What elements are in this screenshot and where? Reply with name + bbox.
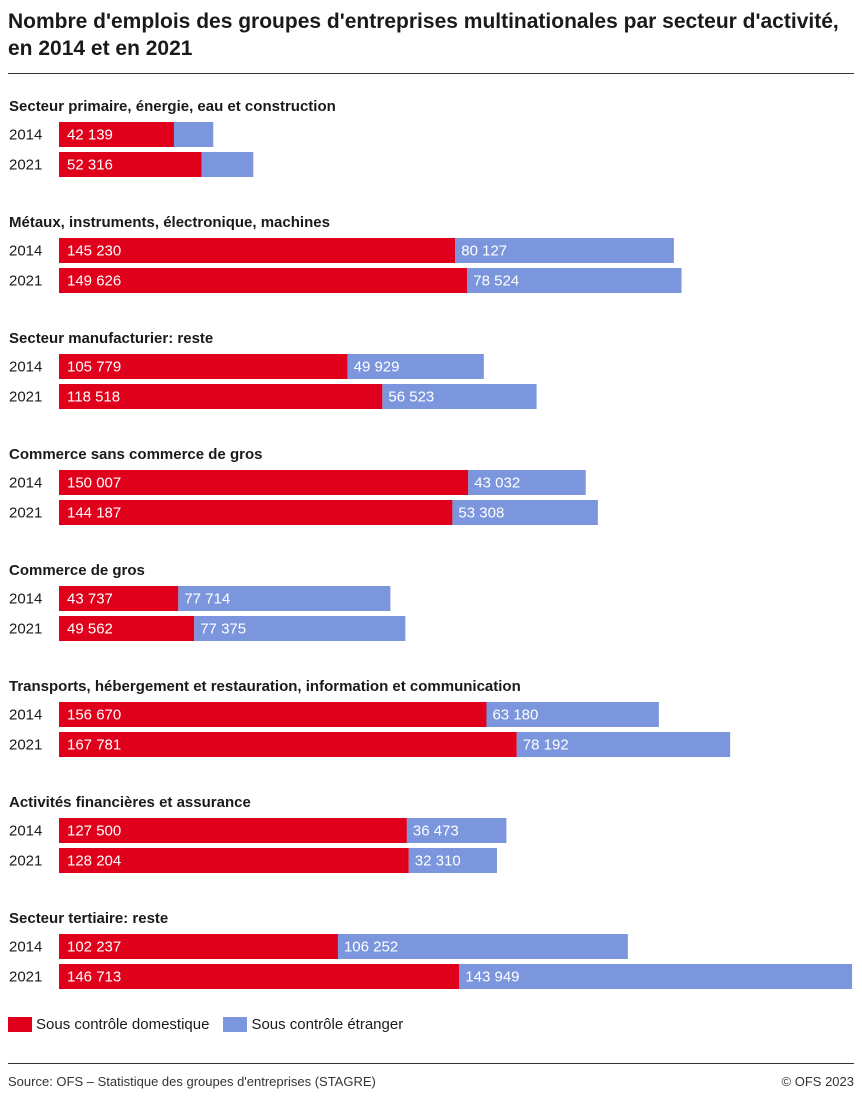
data-label-foreign: 78 524	[473, 273, 519, 290]
bar-domestic	[59, 934, 338, 959]
data-label-foreign: 43 032	[474, 475, 520, 492]
year-label: 2014	[9, 707, 42, 724]
bar-domestic	[59, 702, 487, 727]
data-label-domestic: 146 713	[67, 969, 121, 986]
bar-domestic	[59, 122, 174, 147]
year-label: 2014	[9, 591, 42, 608]
bar-foreign	[455, 238, 674, 263]
bar-foreign	[468, 470, 586, 495]
data-label-domestic: 150 007	[67, 475, 121, 492]
bar-foreign	[486, 702, 659, 727]
data-label-foreign: 80 127	[461, 243, 507, 260]
bar-domestic	[59, 470, 469, 495]
year-label: 2021	[9, 737, 42, 754]
bar-foreign	[459, 964, 853, 989]
data-label-domestic: 42 139	[67, 127, 113, 144]
data-label-domestic: 167 781	[67, 737, 121, 754]
bar-foreign	[201, 152, 254, 177]
category-label: Métaux, instruments, électronique, machi…	[9, 214, 330, 231]
legend-swatch-domestic	[8, 1017, 32, 1032]
year-label: 2021	[9, 853, 42, 870]
data-label-foreign: 32 310	[415, 853, 461, 870]
data-label-foreign: 53 308	[458, 505, 504, 522]
data-label-domestic: 156 670	[67, 707, 121, 724]
legend-item-foreign: Sous contrôle étranger	[223, 1016, 403, 1033]
chart-title: Nombre d'emplois des groupes d'entrepris…	[8, 10, 839, 60]
year-label: 2014	[9, 243, 42, 260]
year-label: 2014	[9, 475, 42, 492]
data-label-domestic: 149 626	[67, 273, 121, 290]
bar-domestic	[59, 616, 195, 641]
bar-domestic	[59, 384, 383, 409]
bar-foreign	[408, 848, 497, 873]
bar-domestic	[59, 848, 409, 873]
data-label-foreign: 78 192	[523, 737, 569, 754]
data-label-domestic: 102 237	[67, 939, 121, 956]
bar-foreign	[452, 500, 598, 525]
bar-domestic	[59, 152, 202, 177]
data-label-foreign: 36 473	[413, 823, 459, 840]
footer-divider	[8, 1063, 854, 1064]
legend: Sous contrôle domestique Sous contrôle é…	[8, 1016, 417, 1033]
year-label: 2021	[9, 969, 42, 986]
year-label: 2021	[9, 157, 42, 174]
category-label: Transports, hébergement et restauration,…	[9, 678, 521, 695]
year-label: 2014	[9, 127, 42, 144]
year-label: 2014	[9, 939, 42, 956]
bar-domestic	[59, 354, 348, 379]
data-label-domestic: 43 737	[67, 591, 113, 608]
stacked-bar-chart: Secteur primaire, énergie, eau et constr…	[9, 98, 853, 989]
data-label-domestic: 145 230	[67, 243, 121, 260]
bar-foreign	[382, 384, 537, 409]
category-label: Secteur manufacturier: reste	[9, 330, 213, 347]
bar-foreign	[194, 616, 406, 641]
bar-domestic	[59, 586, 179, 611]
bar-foreign	[467, 268, 682, 293]
year-label: 2021	[9, 621, 42, 638]
legend-swatch-foreign	[223, 1017, 248, 1032]
category-label: Activités financières et assurance	[9, 794, 251, 811]
year-label: 2021	[9, 505, 42, 522]
bar-domestic	[59, 732, 517, 757]
title-divider	[8, 73, 854, 74]
data-label-domestic: 144 187	[67, 505, 121, 522]
data-label-domestic: 128 204	[67, 853, 121, 870]
data-label-domestic: 49 562	[67, 621, 113, 638]
data-label-foreign: 63 180	[492, 707, 538, 724]
data-label-foreign: 106 252	[344, 939, 398, 956]
bar-domestic	[59, 818, 407, 843]
category-label: Commerce sans commerce de gros	[9, 446, 262, 463]
legend-label-foreign: Sous contrôle étranger	[251, 1016, 404, 1033]
category-label: Secteur primaire, énergie, eau et constr…	[9, 98, 336, 115]
data-label-domestic: 127 500	[67, 823, 121, 840]
category-label: Secteur tertiaire: reste	[9, 910, 168, 927]
bar-foreign	[516, 732, 731, 757]
bar-foreign	[173, 122, 214, 147]
bar-domestic	[59, 268, 468, 293]
data-label-foreign: 77 714	[184, 591, 230, 608]
data-label-foreign: 56 523	[388, 389, 434, 406]
bar-foreign	[347, 354, 484, 379]
bar-domestic	[59, 500, 453, 525]
data-label-domestic: 118 518	[67, 389, 120, 406]
year-label: 2021	[9, 273, 42, 290]
bar-foreign	[337, 934, 628, 959]
bar-foreign	[178, 586, 391, 611]
bar-foreign	[406, 818, 507, 843]
bar-domestic	[59, 964, 460, 989]
legend-item-domestic: Sous contrôle domestique	[8, 1016, 209, 1033]
data-label-foreign: 49 929	[354, 359, 400, 376]
data-label-domestic: 105 779	[67, 359, 121, 376]
category-label: Commerce de gros	[9, 562, 145, 579]
year-label: 2014	[9, 359, 42, 376]
year-label: 2014	[9, 823, 42, 840]
data-label-foreign: 143 949	[465, 969, 519, 986]
bar-domestic	[59, 238, 456, 263]
data-label-foreign: 77 375	[200, 621, 246, 638]
source-note: Source: OFS – Statistique des groupes d'…	[8, 1074, 376, 1089]
copyright-note: © OFS 2023	[781, 1074, 854, 1089]
year-label: 2021	[9, 389, 42, 406]
legend-label-domestic: Sous contrôle domestique	[36, 1016, 210, 1033]
data-label-domestic: 52 316	[67, 157, 113, 174]
